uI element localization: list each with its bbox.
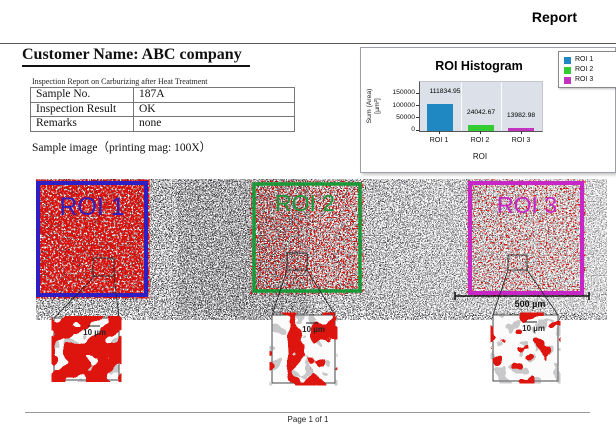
column-separator [460,82,462,131]
y-tick-mark [416,117,419,119]
customer-name-heading: Customer Name: ABC company [22,46,250,67]
roi1-box [36,181,148,297]
roi3-label: ROI 3 [497,192,557,218]
legend-entry: ROI 3 [564,75,616,85]
y-tick-label: 0 [411,126,415,133]
page-number: Page 1 of 1 [287,415,329,424]
legend-entry: ROI 1 [564,55,616,65]
table-row: Inspection Result OK [30,101,295,117]
legend-entry: ROI 2 [564,65,616,75]
x-tick-mark [480,131,481,134]
bar-value-label: 13982.98 [506,111,536,119]
legend-label: ROI 3 [575,76,594,83]
roi3-box [468,181,584,295]
bar-roi1 [427,103,453,131]
roi2-swatch-icon [564,66,571,74]
roi1-particles [40,185,144,293]
roi1-inset: 10 µm [53,317,120,381]
bar-roi3 [508,127,535,131]
bar-value-label: 24042.67 [466,109,496,117]
roi-histogram-panel: ROI Histogram ROI 1 ROI 2 ROI 3 Sum (Are… [360,47,616,173]
roi1-swatch-icon [564,56,571,64]
row-value: none [133,116,295,132]
chart-legend: ROI 1 ROI 2 ROI 3 [558,51,616,88]
legend-label: ROI 2 [575,66,594,73]
roi1-label: ROI 1 [59,193,124,221]
roi2-zoom-source [286,252,308,271]
legend-label: ROI 1 [575,56,594,63]
roi3-inset-scale-label: 10 µm [522,324,545,333]
x-tick-mark [521,131,522,134]
plot-area: 111834.95 24042.67 13982.98 [419,81,543,132]
bar-roi2 [467,125,494,131]
scale-bar-label: 500 µm [515,299,546,309]
table-row: Remarks none [30,116,295,132]
zoom-connector-lines [53,269,559,319]
row-label: Remarks [30,116,134,132]
sample-image-caption: Sample image（printing mag: 100X） [32,142,212,154]
roi2-inset-scale-label: 10 µm [302,325,325,334]
row-value: 187A [133,87,295,103]
x-tick-mark [439,131,440,134]
report-subtitle: Inspection Report on Carburizing after H… [32,77,208,86]
x-tick-label: ROI 2 [470,135,490,144]
roi2-inset: 10 µm [271,314,336,384]
y-tick-mark [416,129,419,131]
chart-title: ROI Histogram [435,59,523,73]
footer-divider [25,412,590,413]
x-tick-label: ROI 1 [429,135,449,144]
roi3-particles [472,185,580,291]
x-tick-label: ROI 3 [511,135,531,144]
inspection-info-table: Sample No. 187A Inspection Result OK Rem… [30,87,295,132]
y-tick-label: 100000 [392,101,415,109]
row-label: Inspection Result [30,101,134,117]
row-value: OK [133,101,295,117]
roi3-inset: 10 µm [492,314,559,382]
y-tick-mark [416,92,419,94]
sample-micrograph: ROI 1 ROI 2 ROI 3 500 µm 10 µm [36,179,607,384]
roi2-label: ROI 2 [275,190,335,216]
scale-bar: 500 µm [454,292,590,309]
y-tick-label: 50000 [396,113,415,121]
x-axis-label: ROI [472,152,488,161]
roi3-swatch-icon [564,76,571,84]
row-label: Sample No. [30,87,134,103]
y-tick-mark [416,105,419,106]
header-divider [0,43,616,44]
column-separator [501,82,503,131]
bar-value-label: 111834.95 [429,87,461,95]
roi2-box [252,182,362,293]
report-title: Report [531,9,577,25]
roi1-inset-scale-label: 10 µm [83,328,106,337]
roi1-zoom-source [92,257,115,277]
roi2-particles [256,186,358,289]
y-tick-label: 150000 [392,89,415,97]
table-row: Sample No. 187A [30,87,295,103]
roi3-zoom-source [507,254,528,271]
